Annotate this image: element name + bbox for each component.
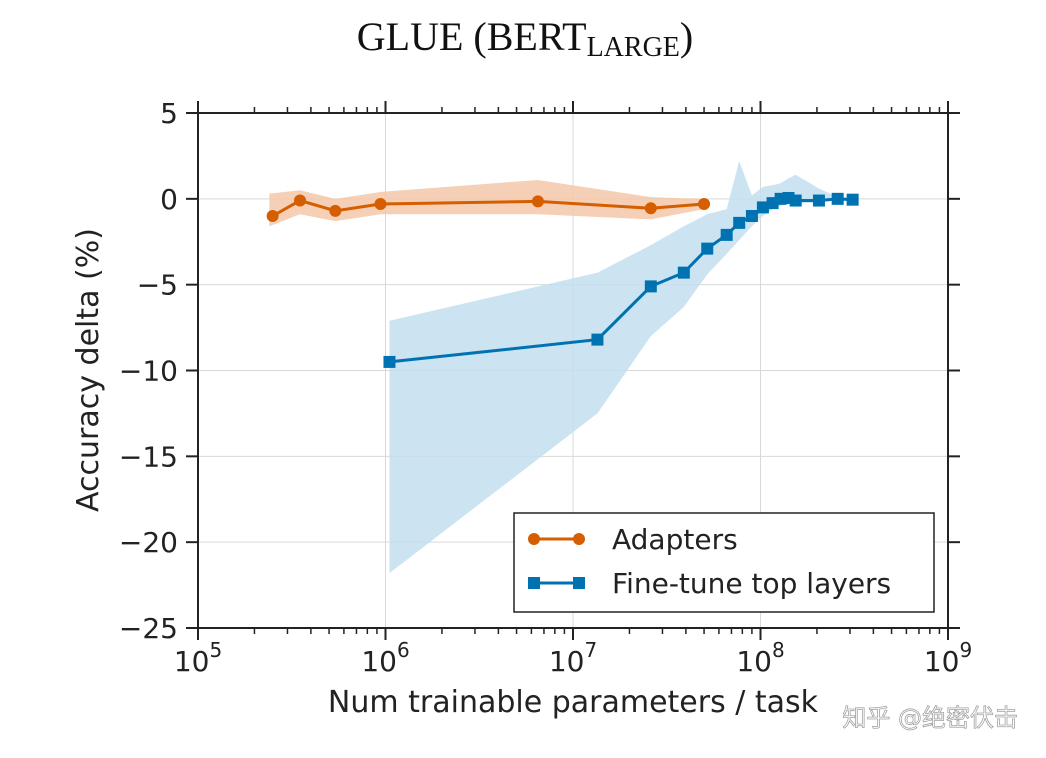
legend-entry-fine-tune: Fine-tune top layers	[528, 567, 891, 600]
point-fine-tune	[789, 194, 802, 207]
point-fine-tune	[756, 201, 769, 214]
point-fine-tune	[677, 266, 690, 279]
y-tick-label: 5	[160, 97, 178, 130]
x-tick-label: 109	[924, 638, 972, 678]
tick-layer	[186, 101, 960, 640]
y-tick-label: −15	[119, 440, 178, 473]
y-tick-label: −20	[119, 526, 178, 559]
x-tick-label: 108	[736, 638, 784, 678]
chart-title-subscript: LARGE	[587, 32, 680, 63]
y-tick-label: 0	[160, 183, 178, 216]
point-fine-tune	[591, 333, 604, 346]
chart-title-main: GLUE (BERT	[357, 14, 587, 59]
x-tick-label: 106	[361, 638, 409, 678]
y-tick-label: −25	[119, 612, 178, 645]
legend: Adapters Fine-tune top layers	[513, 512, 935, 613]
legend-label-adapters: Adapters	[612, 523, 738, 556]
point-adapters	[266, 210, 279, 222]
point-fine-tune	[733, 216, 746, 229]
legend-marker-adapters	[528, 533, 540, 545]
x-tick-labels: 105 106 107 108 109	[174, 638, 972, 678]
legend-entry-adapters: Adapters	[528, 523, 738, 556]
chart-title-suffix: )	[680, 14, 693, 59]
point-adapters	[329, 204, 342, 217]
point-fine-tune	[812, 194, 825, 207]
point-fine-tune	[745, 210, 758, 222]
y-tick-labels: 5 0 −5 −10 −15 −20 −25	[119, 97, 178, 645]
point-fine-tune	[644, 280, 657, 293]
marker-layer	[266, 191, 859, 368]
point-adapters	[294, 194, 307, 207]
point-fine-tune	[846, 193, 859, 206]
y-tick-label: −10	[119, 355, 178, 388]
point-adapters	[644, 202, 657, 215]
x-tick-label: 105	[174, 638, 222, 678]
point-fine-tune	[383, 355, 396, 368]
y-tick-label: −5	[137, 269, 178, 302]
x-tick-label: 107	[549, 638, 597, 678]
legend-label-fine-tune: Fine-tune top layers	[612, 567, 891, 600]
band-layer	[269, 161, 853, 574]
legend-marker-fine-tune	[528, 577, 540, 589]
legend-marker-fine-tune	[573, 577, 585, 589]
point-adapters	[531, 195, 544, 208]
legend-marker-adapters	[573, 533, 585, 545]
point-fine-tune	[831, 192, 844, 205]
point-fine-tune	[701, 242, 714, 255]
legend-box	[513, 512, 935, 613]
band-fine-tune	[389, 161, 853, 574]
point-adapters	[698, 197, 711, 210]
point-fine-tune	[720, 228, 733, 241]
y-axis-label: Accuracy delta (%)	[71, 228, 106, 512]
x-axis-label: Num trainable parameters / task	[328, 685, 819, 720]
point-adapters	[374, 197, 387, 210]
chart-title: GLUE (BERTLARGE)	[357, 14, 693, 63]
watermark: 知乎 @绝密伏击	[842, 704, 1018, 732]
